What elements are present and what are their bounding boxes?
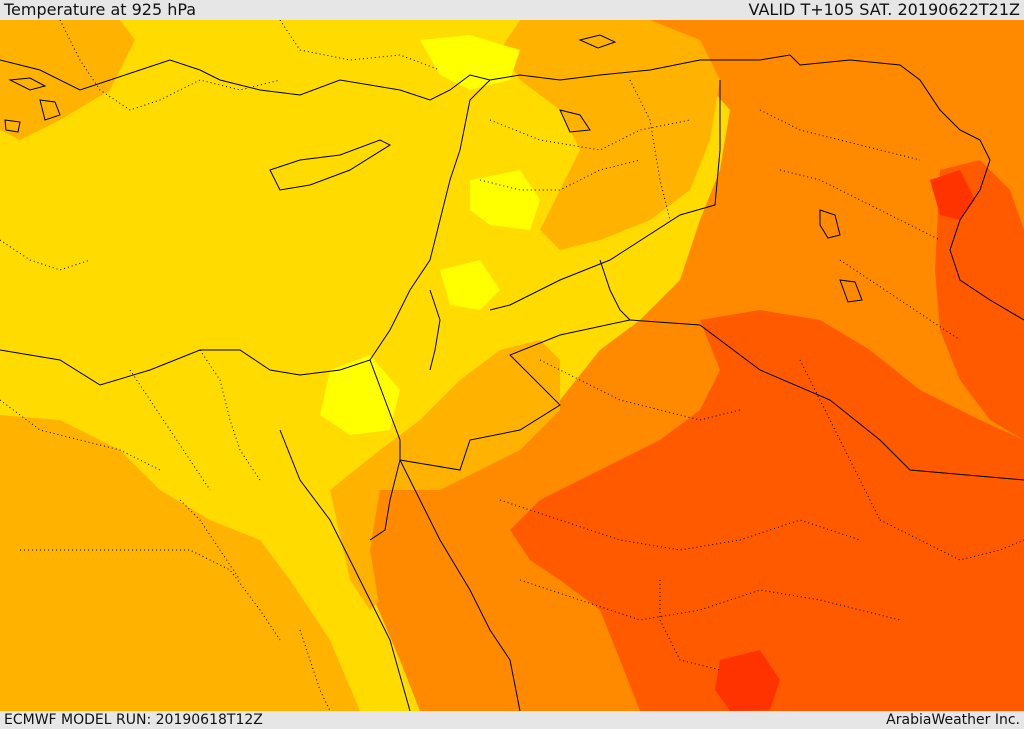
- turkey-provinces-1: [59, 20, 281, 111]
- credit-label: ArabiaWeather Inc.: [886, 712, 1020, 728]
- dead-sea-jordan-river: [429, 289, 441, 371]
- iraq-dark-orange: [935, 160, 1024, 440]
- iraq-lake-north: [819, 209, 841, 239]
- hot-spot-north-east: [930, 170, 975, 220]
- turkey-syria-border: [489, 54, 791, 81]
- red-sea-east-coast: [399, 459, 521, 711]
- saudi-provinces-4: [659, 580, 721, 671]
- model-run-label: ECMWF MODEL RUN: 20190618T12Z: [4, 712, 263, 728]
- saudi-iraq-border: [629, 319, 1024, 481]
- egypt-provinces-3: [20, 549, 281, 641]
- bright-patch-lebanon: [470, 170, 540, 230]
- syria-provinces-1: [489, 119, 691, 151]
- hot-spot-south: [715, 650, 780, 711]
- footer-bar: ECMWF MODEL RUN: 20190618T12Z ArabiaWeat…: [0, 711, 1024, 729]
- island-1: [8, 77, 47, 91]
- valid-time-label: VALID T+105 SAT. 20190622T21Z: [748, 0, 1020, 19]
- red-sea-orange: [370, 490, 540, 711]
- dotted-boundaries: [0, 20, 1024, 711]
- iraq-iran-border: [789, 54, 1024, 321]
- gulf-of-suez-coast: [279, 429, 411, 711]
- bright-patch-galilee: [440, 260, 500, 310]
- island-4: [578, 34, 617, 49]
- lake-assad: [559, 109, 591, 133]
- egypt-orange-region: [0, 415, 360, 711]
- syria-iraq-border: [489, 80, 721, 311]
- aegean-islands: [4, 34, 617, 133]
- arabia-dark-orange: [510, 310, 1024, 711]
- temperature-map: [0, 20, 1024, 711]
- iraq-provinces-1: [759, 109, 921, 161]
- turkey-provinces-2: [279, 20, 441, 71]
- island-3: [4, 119, 21, 133]
- egypt-provinces-5: [199, 349, 261, 481]
- iraq-provinces-3: [839, 259, 961, 341]
- map-title: Temperature at 925 hPa: [4, 0, 197, 19]
- west-orange-patch: [0, 20, 135, 140]
- bright-patch-syria-north: [420, 35, 520, 90]
- island-2: [39, 99, 61, 121]
- bright-patch-sinai: [320, 355, 400, 435]
- cyprus-outline: [269, 139, 392, 191]
- jordan-border: [399, 259, 632, 471]
- map-canvas: [0, 20, 1024, 711]
- coastline-borders: [0, 54, 1024, 711]
- syria-light-orange: [500, 20, 720, 250]
- egypt-provinces-1: [129, 369, 211, 491]
- header-bar: Temperature at 925 hPa VALID T+105 SAT. …: [0, 0, 1024, 20]
- mediterranean-coastline: [0, 59, 491, 386]
- iraq-lake-south: [839, 279, 863, 303]
